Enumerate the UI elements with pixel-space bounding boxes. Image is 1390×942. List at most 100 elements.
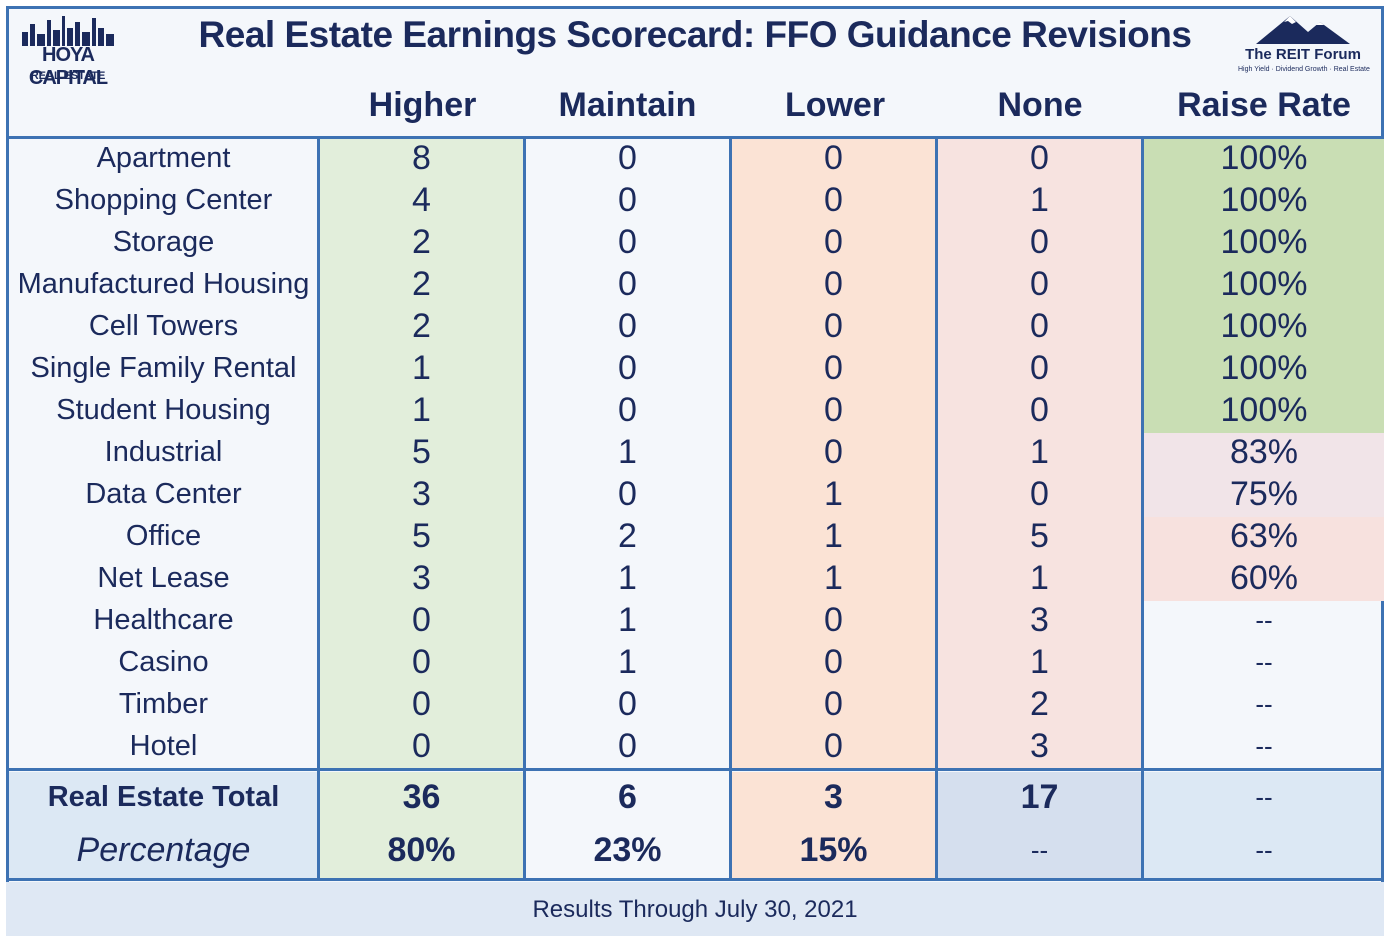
sector-label: Industrial — [104, 436, 223, 468]
higher-value: 1 — [412, 391, 431, 429]
raise-rate-value: 100% — [1220, 139, 1308, 177]
column-header-raise-rate: Raise Rate — [1177, 86, 1351, 124]
higher-value: 1 — [412, 349, 431, 387]
maintain-total-bg — [526, 772, 729, 878]
higher-value: 2 — [412, 307, 431, 345]
sector-label: Net Lease — [97, 562, 230, 594]
raise-rate-bg — [1144, 433, 1384, 475]
higher-value: 0 — [412, 727, 431, 765]
maintain-value: 0 — [618, 727, 637, 765]
total-none: 17 — [1020, 778, 1059, 816]
column-divider — [729, 139, 732, 878]
percentage-raise-rate: -- — [1255, 835, 1273, 865]
total-divider — [6, 768, 1384, 771]
raise-rate-value: 63% — [1229, 517, 1299, 555]
lower-value: 0 — [824, 139, 843, 177]
column-divider — [935, 139, 938, 878]
raise-rate-value: -- — [1255, 731, 1273, 761]
maintain-value: 0 — [618, 685, 637, 723]
lower-value: 1 — [824, 475, 843, 513]
raise-rate-value: -- — [1255, 605, 1273, 635]
sector-label: Hotel — [129, 730, 198, 762]
maintain-value: 2 — [618, 517, 637, 555]
column-header-maintain: Maintain — [558, 86, 697, 124]
lower-column-bg — [732, 139, 935, 769]
maintain-value: 1 — [618, 433, 637, 471]
percentage-maintain: 23% — [593, 831, 662, 869]
footer-divider — [6, 878, 1384, 881]
higher-value: 0 — [412, 685, 431, 723]
maintain-value: 0 — [618, 307, 637, 345]
logo-right-line2: High Yield · Dividend Growth · Real Esta… — [1238, 66, 1370, 73]
higher-value: 5 — [412, 433, 431, 471]
raise-rate-bg — [1144, 349, 1384, 391]
none-value: 0 — [1030, 307, 1049, 345]
none-value: 1 — [1030, 181, 1049, 219]
lower-value: 0 — [824, 223, 843, 261]
sector-label: Shopping Center — [54, 184, 273, 216]
total-lower: 3 — [824, 778, 843, 816]
none-total-bg — [938, 772, 1141, 878]
maintain-value: 0 — [618, 223, 637, 261]
sector-label: Casino — [118, 646, 209, 678]
none-value: 0 — [1030, 475, 1049, 513]
higher-value: 2 — [412, 265, 431, 303]
total-maintain: 6 — [618, 778, 637, 816]
raise-rate-value: -- — [1255, 689, 1273, 719]
header-divider — [6, 136, 1384, 139]
none-value: 1 — [1030, 643, 1049, 681]
sector-label: Single Family Rental — [30, 352, 297, 384]
raise-rate-value: 100% — [1220, 391, 1308, 429]
sector-label: Timber — [118, 688, 209, 720]
sector-label: Cell Towers — [88, 310, 239, 342]
maintain-value: 0 — [618, 475, 637, 513]
lower-value: 0 — [824, 181, 843, 219]
lower-value: 0 — [824, 643, 843, 681]
higher-value: 3 — [412, 559, 431, 597]
higher-value: 0 — [412, 643, 431, 681]
lower-value: 0 — [824, 265, 843, 303]
raise-rate-value: 60% — [1229, 559, 1299, 597]
raise-rate-value: -- — [1255, 647, 1273, 677]
none-value: 0 — [1030, 391, 1049, 429]
sector-label: Office — [125, 520, 202, 552]
lower-value: 0 — [824, 727, 843, 765]
sector-label: Storage — [112, 226, 215, 258]
raise-rate-bg — [1144, 139, 1384, 181]
raise-rate-value: 100% — [1220, 181, 1308, 219]
column-divider — [523, 139, 526, 878]
raise-rate-bg — [1144, 391, 1384, 433]
column-header-lower: Lower — [784, 86, 886, 124]
lower-value: 0 — [824, 601, 843, 639]
higher-value: 4 — [412, 181, 431, 219]
sector-label: Manufactured Housing — [17, 268, 310, 300]
none-value: 3 — [1030, 727, 1049, 765]
maintain-value: 1 — [618, 643, 637, 681]
higher-value: 0 — [412, 601, 431, 639]
none-value: 1 — [1030, 559, 1049, 597]
raise-rate-bg — [1144, 475, 1384, 517]
maintain-value: 1 — [618, 559, 637, 597]
none-value: 0 — [1030, 349, 1049, 387]
column-header-higher: Higher — [368, 86, 477, 124]
skyline-icon — [22, 16, 114, 46]
none-value: 0 — [1030, 223, 1049, 261]
logo-right-line1: The REIT Forum — [1245, 46, 1361, 63]
none-value: 2 — [1030, 685, 1049, 723]
percentage-higher: 80% — [387, 831, 456, 869]
higher-value: 8 — [412, 139, 431, 177]
total-higher: 36 — [402, 778, 441, 816]
maintain-value: 0 — [618, 139, 637, 177]
chart-title: Real Estate Earnings Scorecard: FFO Guid… — [198, 14, 1192, 55]
hoya-capital-logo: HOYA CAPITAL REAL ESTATE — [18, 14, 118, 89]
logo-left-line2: REAL ESTATE — [30, 70, 106, 82]
raise-rate-value: 100% — [1220, 223, 1308, 261]
column-header-none: None — [997, 86, 1083, 124]
column-divider — [317, 139, 320, 878]
raise-rate-bg — [1144, 517, 1384, 559]
raise-rate-bg — [1144, 307, 1384, 349]
total-label: Real Estate Total — [47, 781, 280, 813]
raise-rate-bg — [1144, 223, 1384, 265]
none-value: 1 — [1030, 433, 1049, 471]
none-value: 0 — [1030, 139, 1049, 177]
